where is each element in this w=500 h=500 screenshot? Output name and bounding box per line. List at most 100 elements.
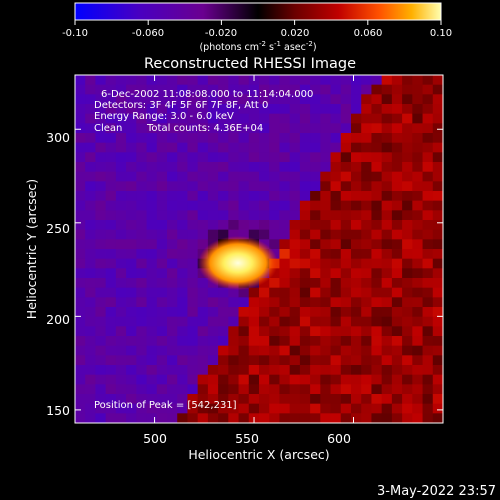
heatmap-cell	[146, 181, 158, 192]
heatmap-cell	[75, 142, 86, 153]
heatmap-cell	[238, 384, 250, 395]
heatmap-cell	[197, 210, 209, 221]
heatmap-cell	[207, 171, 219, 182]
heatmap-cell	[320, 84, 332, 95]
heatmap-cell	[167, 326, 178, 337]
heatmap-cell	[269, 336, 281, 347]
heatmap-cell	[197, 394, 209, 405]
heatmap-cell	[248, 345, 260, 356]
heatmap-cell	[289, 258, 301, 269]
heatmap-cell	[197, 403, 209, 414]
heatmap-cell	[115, 345, 127, 356]
heatmap-cell	[167, 181, 178, 192]
heatmap-cell	[361, 75, 373, 86]
heatmap-cell	[289, 249, 301, 260]
heatmap-cell	[422, 75, 434, 86]
heatmap-cell	[207, 75, 219, 86]
heatmap-cell	[269, 84, 281, 95]
heatmap-cell	[289, 365, 301, 376]
heatmap-cell	[167, 200, 178, 211]
heatmap-cell	[136, 384, 148, 395]
heatmap-cell	[432, 345, 443, 356]
heatmap-image	[75, 75, 443, 423]
heatmap-cell	[207, 326, 219, 337]
heatmap-cell	[340, 278, 352, 289]
heatmap-cell	[351, 220, 362, 231]
heatmap-cell	[95, 133, 107, 144]
heatmap-cell	[279, 210, 291, 221]
heatmap-cell	[310, 94, 321, 105]
heatmap-cell	[412, 365, 424, 376]
heatmap-cell	[126, 365, 137, 376]
info-total-counts: Total counts: 4.36E+04	[146, 123, 263, 134]
heatmap-cell	[218, 365, 229, 376]
heatmap-cell	[238, 287, 250, 298]
heatmap-cell	[146, 374, 158, 385]
heatmap-cell	[279, 384, 291, 395]
heatmap-cell	[105, 307, 117, 318]
heatmap-cell	[340, 403, 352, 414]
heatmap-cell	[310, 258, 321, 269]
heatmap-cell	[146, 104, 158, 115]
heatmap-cell	[167, 104, 178, 115]
heatmap-cell	[320, 181, 332, 192]
heatmap-cell	[75, 268, 86, 279]
heatmap-cell	[156, 297, 168, 308]
heatmap-cell	[146, 258, 158, 269]
heatmap-cell	[177, 84, 189, 95]
heatmap-cell	[228, 229, 240, 240]
heatmap-cell	[381, 258, 393, 269]
heatmap-cell	[187, 191, 199, 202]
heatmap-cell	[85, 278, 97, 289]
heatmap-cell	[197, 181, 209, 192]
heatmap-cell	[351, 345, 362, 356]
heatmap-cell	[310, 162, 321, 173]
heatmap-cell	[340, 326, 352, 337]
heatmap-cell	[85, 162, 97, 173]
heatmap-cell	[95, 394, 107, 405]
heatmap-cell	[289, 142, 301, 153]
heatmap-cell	[402, 200, 413, 211]
heatmap-cell	[279, 171, 291, 182]
heatmap-cell	[146, 287, 158, 298]
heatmap-cell	[197, 123, 209, 134]
heatmap-cell	[381, 191, 393, 202]
heatmap-cell	[279, 104, 291, 115]
heatmap-cell	[218, 75, 229, 86]
heatmap-cell	[381, 200, 393, 211]
heatmap-cell	[299, 287, 311, 298]
heatmap-cell	[299, 104, 311, 115]
heatmap-cell	[361, 162, 373, 173]
heatmap-cell	[248, 307, 260, 318]
heatmap-cell	[248, 210, 260, 221]
heatmap-cell	[330, 104, 342, 115]
heatmap-cell	[320, 191, 332, 202]
heatmap-cell	[289, 307, 301, 318]
heatmap-cell	[75, 384, 86, 395]
heatmap-cell	[228, 365, 240, 376]
heatmap-cell	[238, 113, 250, 124]
heatmap-cell	[279, 142, 291, 153]
colorbar-tick-label: 0.10	[430, 28, 452, 39]
heatmap-cell	[167, 258, 178, 269]
heatmap-cell	[126, 123, 137, 134]
heatmap-cell	[105, 191, 117, 202]
heatmap-cell	[330, 268, 342, 279]
heatmap-cell	[351, 268, 362, 279]
heatmap-cell	[371, 220, 383, 231]
heatmap-cell	[85, 384, 97, 395]
colorbar-tick-label: -0.10	[62, 28, 88, 39]
heatmap-cell	[330, 84, 342, 95]
heatmap-cell	[167, 413, 178, 423]
colorbar-ticks	[74, 20, 442, 25]
heatmap-cell	[402, 355, 413, 366]
heatmap-cell	[105, 384, 117, 395]
heatmap-cell	[422, 133, 434, 144]
heatmap-cell	[115, 413, 127, 423]
heatmap-cell	[432, 162, 443, 173]
heatmap-cell	[259, 297, 270, 308]
heatmap-cell	[95, 162, 107, 173]
heatmap-cell	[177, 268, 189, 279]
heatmap-cell	[320, 249, 332, 260]
heatmap-cell	[432, 133, 443, 144]
